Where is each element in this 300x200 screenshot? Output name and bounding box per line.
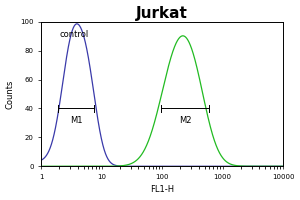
Text: M2: M2 [179,116,191,125]
Text: M1: M1 [70,116,82,125]
Y-axis label: Counts: Counts [6,79,15,109]
Text: control: control [59,30,88,39]
X-axis label: FL1-H: FL1-H [150,185,174,194]
Title: Jurkat: Jurkat [136,6,188,21]
